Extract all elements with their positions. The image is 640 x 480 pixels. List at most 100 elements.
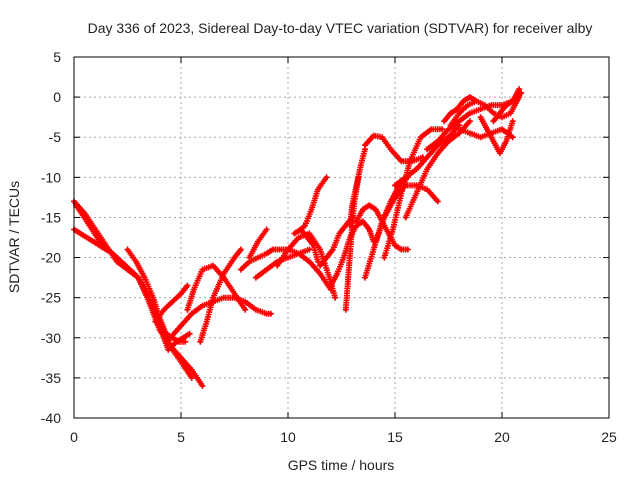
data-point — [185, 284, 190, 288]
data-point — [110, 251, 115, 256]
data-point — [200, 267, 204, 272]
data-point — [254, 276, 258, 280]
data-point — [393, 183, 397, 187]
data-point — [380, 135, 384, 139]
data-point — [468, 95, 472, 99]
data-point — [265, 312, 269, 316]
data-point — [239, 267, 243, 272]
data-point — [179, 324, 183, 328]
data-point — [265, 227, 269, 232]
data-point — [232, 292, 237, 296]
data-point — [305, 235, 309, 240]
data-point — [297, 235, 301, 240]
series-arc-25 — [402, 118, 473, 221]
data-point — [98, 239, 102, 244]
data-point — [299, 227, 303, 232]
data-point — [446, 127, 451, 131]
data-point — [429, 127, 433, 131]
data-point — [354, 183, 359, 187]
data-point — [307, 231, 311, 236]
data-point — [335, 272, 339, 276]
data-point — [461, 99, 466, 103]
data-point — [205, 320, 209, 324]
x-tick-label: 5 — [177, 429, 185, 445]
data-point — [440, 127, 444, 131]
data-point — [504, 139, 508, 143]
data-point — [399, 191, 404, 195]
data-point — [190, 376, 194, 380]
data-point — [239, 247, 243, 252]
data-point — [504, 103, 508, 107]
data-point — [500, 115, 504, 119]
data-point — [74, 203, 78, 208]
data-point — [134, 259, 138, 264]
data-point — [363, 276, 367, 280]
data-point — [367, 203, 371, 208]
data-point — [307, 259, 311, 264]
data-point — [363, 143, 367, 147]
data-point — [511, 135, 515, 139]
data-point — [359, 163, 363, 167]
data-point — [348, 223, 352, 228]
data-point — [125, 247, 130, 252]
data-point — [511, 119, 515, 123]
data-point — [468, 111, 472, 115]
data-point — [123, 263, 127, 268]
data-point — [425, 187, 429, 191]
data-point — [457, 127, 461, 131]
data-point — [498, 151, 502, 155]
data-point — [312, 243, 316, 248]
data-point — [324, 255, 329, 260]
data-point — [414, 191, 418, 195]
data-point — [404, 215, 408, 220]
series-arc-5 — [152, 282, 191, 325]
data-point — [164, 332, 168, 336]
y-tick-label: 0 — [53, 89, 61, 105]
data-point — [442, 119, 446, 123]
data-point — [256, 255, 260, 260]
data-point — [85, 235, 89, 240]
data-point — [380, 219, 384, 224]
series-arc-22 — [381, 126, 446, 261]
y-tick-label: -15 — [41, 209, 61, 225]
data-point — [425, 147, 429, 151]
data-point — [344, 308, 348, 312]
data-point — [303, 223, 307, 228]
data-point — [292, 231, 297, 236]
data-point — [222, 296, 226, 300]
data-point — [309, 207, 314, 212]
x-axis-label: GPS time / hours — [288, 457, 395, 473]
data-point — [498, 111, 502, 115]
data-point — [350, 203, 354, 208]
data-point — [98, 243, 102, 248]
x-tick-label: 10 — [280, 429, 296, 445]
data-point — [361, 207, 365, 212]
y-axis-label: SDTVAR / TECUs — [6, 181, 22, 293]
data-point — [211, 296, 215, 300]
data-point — [491, 111, 496, 115]
data-point — [374, 207, 378, 212]
data-point — [247, 259, 252, 264]
data-point — [468, 119, 472, 123]
data-point — [190, 312, 194, 316]
data-point — [483, 103, 487, 107]
data-point — [324, 175, 329, 179]
series-arc-24 — [392, 122, 463, 189]
data-point — [247, 255, 252, 260]
data-point — [399, 247, 404, 252]
series-arc-28 — [447, 94, 523, 129]
data-point — [254, 308, 258, 312]
series-arc-10 — [246, 226, 270, 261]
data-point — [508, 111, 513, 115]
data-point — [354, 223, 359, 228]
data-point — [393, 243, 397, 248]
data-point — [382, 255, 386, 260]
data-point — [275, 263, 279, 268]
data-point — [243, 308, 247, 312]
x-tick-label: 25 — [601, 429, 617, 445]
data-point — [153, 320, 157, 324]
data-point — [198, 340, 202, 344]
data-point — [256, 239, 260, 244]
y-tick-label: -30 — [41, 330, 61, 346]
data-point — [500, 127, 504, 131]
